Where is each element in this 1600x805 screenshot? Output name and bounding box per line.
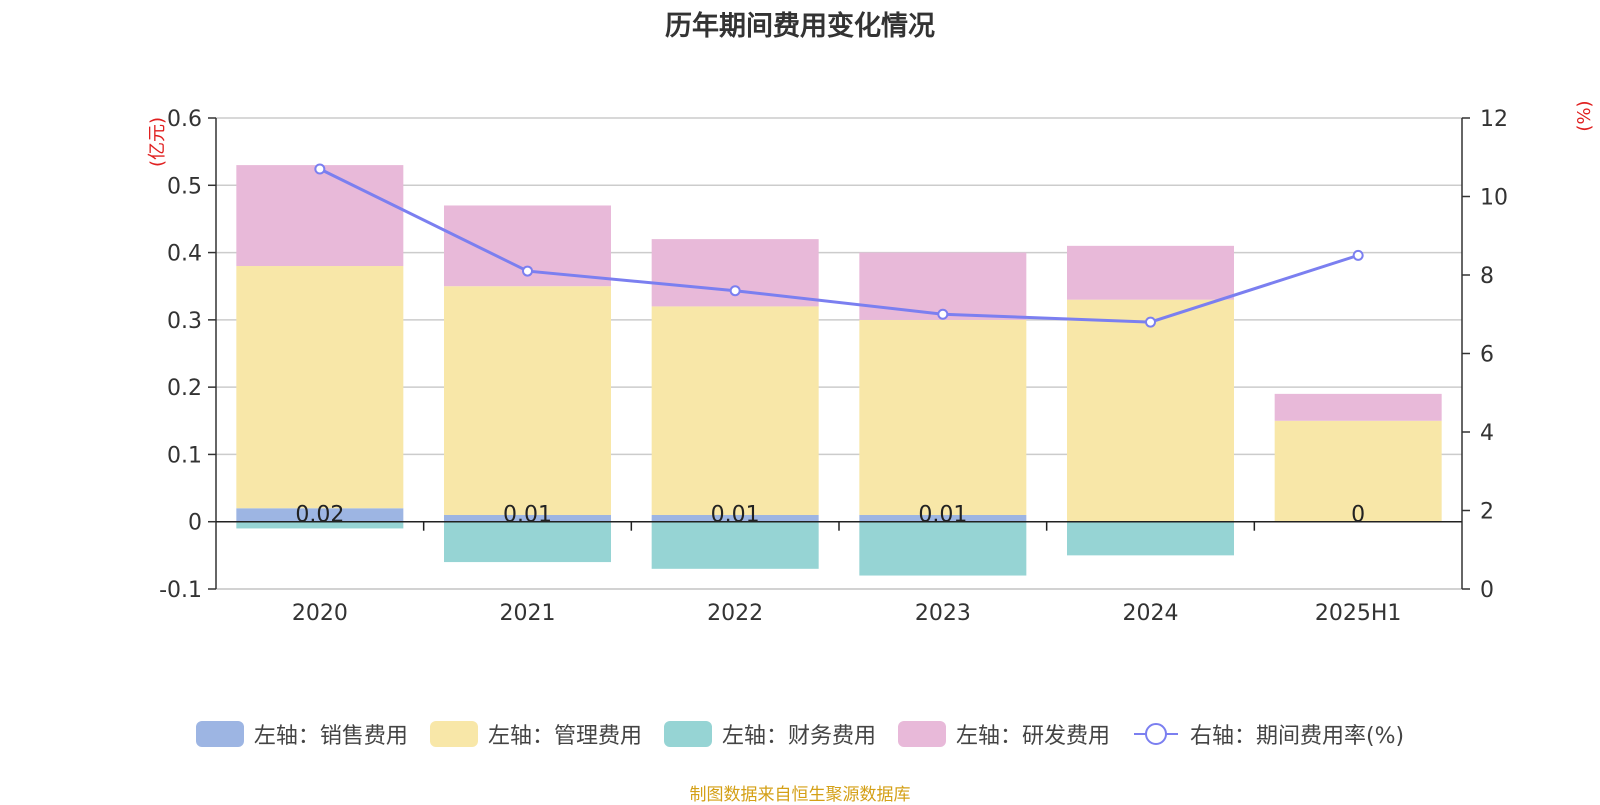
y-left-tick-label: 0.6: [167, 107, 202, 132]
rate-point: [937, 308, 949, 320]
y-right-axis-unit: (%): [1574, 100, 1595, 131]
bar-segment: [859, 319, 1027, 515]
x-tick-label: 2020: [292, 601, 348, 626]
legend-swatch-finance: [663, 721, 712, 747]
bar-segment: [444, 514, 611, 522]
bar-segment: [1274, 393, 1442, 421]
data-label-sales: 0.02: [295, 503, 344, 528]
legend-label-admin: 左轴：管理费用: [487, 724, 642, 749]
bar-segment: [236, 521, 404, 529]
y-left-tick-label: 0.4: [167, 242, 202, 267]
x-tick-label: 2025H1: [1315, 601, 1402, 626]
y-left-tick-label: -0.1: [159, 578, 202, 603]
x-tick-label: 2022: [707, 601, 763, 626]
data-label-sales: 0.01: [918, 503, 967, 528]
bar-segment: [1067, 521, 1234, 556]
rate-line: [319, 167, 1359, 324]
bar-segment: [1067, 245, 1234, 300]
legend-label-rate: 右轴：期间费用率(%): [1189, 724, 1405, 749]
y-right-tick-label: 12: [1480, 107, 1508, 132]
y-left-tick-label: 0.3: [167, 309, 202, 334]
y-left-tick-label: 0.5: [167, 174, 202, 199]
source-note: 制图数据来自恒生聚源数据库: [689, 785, 911, 805]
legend-label-rd: 左轴：研发费用: [955, 724, 1110, 749]
legend-swatch-admin: [429, 721, 478, 747]
y-left-axis-unit: (亿元): [147, 117, 168, 167]
bar-segment: [236, 508, 404, 522]
legend-item-admin[interactable]: 左轴：管理费用: [429, 718, 642, 750]
bar-segment: [859, 521, 1027, 576]
bar-segment: [651, 306, 819, 515]
y-right-tick-label: 0: [1480, 578, 1494, 603]
rate-line-layer: [314, 163, 1364, 328]
bar-layer: [236, 165, 1442, 576]
y-right-tick-label: 4: [1480, 421, 1494, 446]
bar-segment: [1067, 299, 1234, 522]
rate-point: [1352, 249, 1364, 261]
legend-swatch-sales: [195, 721, 244, 747]
data-label-layer: 0.02 0.01 0.01 0.01 0: [295, 503, 1365, 528]
data-label-sales: 0.01: [503, 503, 552, 528]
rate-point: [729, 285, 741, 297]
legend-item-rate[interactable]: 右轴：期间费用率(%): [1132, 718, 1404, 750]
bar-segment: [1274, 420, 1442, 522]
grid-layer: [216, 117, 1462, 590]
legend-label-finance: 左轴：财务费用: [721, 724, 876, 749]
x-tick-label: 2021: [500, 601, 556, 626]
bar-segment: [859, 514, 1027, 522]
bar-segment: [236, 165, 404, 267]
legend-label-sales: 左轴：销售费用: [253, 724, 408, 749]
data-label-sales: 0: [1351, 503, 1365, 528]
y-left-tick-label: 0: [188, 511, 202, 536]
y-right-tick-label: 10: [1480, 186, 1508, 211]
legend: 左轴：销售费用 左轴：管理费用 左轴：财务费用 左轴：研发费用 右轴：期间费用率…: [0, 718, 1600, 750]
x-tick-label: 2023: [915, 601, 971, 626]
legend-item-rd[interactable]: 左轴：研发费用: [897, 718, 1110, 750]
y-right-tick-label: 8: [1480, 264, 1494, 289]
legend-item-sales[interactable]: 左轴：销售费用: [195, 718, 408, 750]
bar-segment: [651, 521, 819, 569]
legend-swatch-rd: [897, 721, 946, 747]
rate-point: [314, 163, 326, 175]
data-label-sales: 0.01: [711, 503, 760, 528]
rate-point: [1145, 316, 1156, 328]
chart-title: 历年期间费用变化情况: [665, 11, 935, 42]
x-tick-label: 2024: [1123, 601, 1179, 626]
rate-point: [522, 265, 533, 277]
bar-segment: [236, 266, 404, 509]
legend-line-marker-icon: [1133, 723, 1178, 745]
y-left-tick-label: 0.1: [167, 443, 202, 468]
y-right-tick-label: 6: [1480, 343, 1494, 368]
bar-segment: [444, 286, 611, 515]
bar-segment: [444, 521, 611, 563]
legend-item-finance[interactable]: 左轴：财务费用: [663, 718, 876, 750]
bar-segment: [651, 514, 819, 522]
y-right-tick-label: 2: [1480, 500, 1494, 525]
y-left-tick-label: 0.2: [167, 376, 202, 401]
